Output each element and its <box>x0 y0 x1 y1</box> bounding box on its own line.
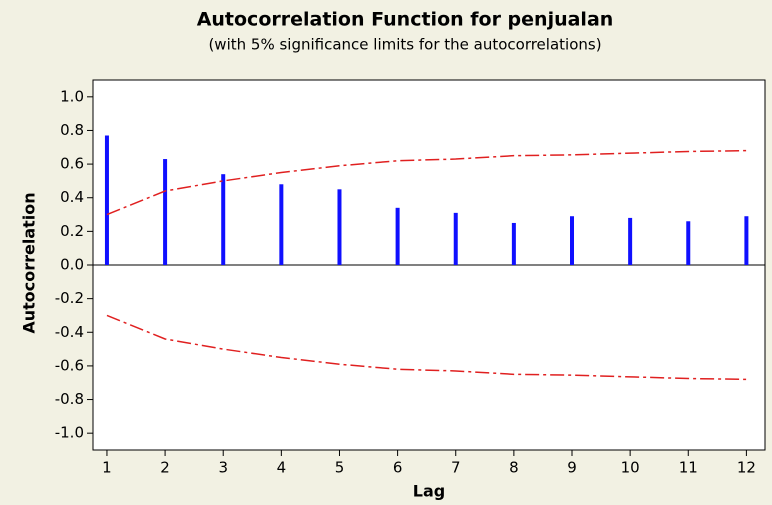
y-tick-label: -0.8 <box>55 390 84 408</box>
x-tick-label: 4 <box>277 459 287 477</box>
acf-bar <box>279 184 284 265</box>
x-tick-label: 11 <box>679 459 698 477</box>
acf-bar <box>395 207 400 265</box>
x-tick-label: 10 <box>621 459 640 477</box>
x-tick-label: 3 <box>218 459 228 477</box>
y-tick-label: -1.0 <box>55 424 84 442</box>
acf-bar <box>570 216 575 265</box>
acf-bar <box>221 174 226 265</box>
y-tick-label: 0.6 <box>60 155 84 173</box>
x-tick-label: 8 <box>509 459 519 477</box>
significance-limit <box>106 314 747 381</box>
y-tick-label: -0.2 <box>55 289 84 307</box>
x-tick-label: 12 <box>737 459 756 477</box>
y-tick-label: -0.6 <box>55 356 84 374</box>
acf-bar <box>686 221 691 265</box>
y-tick-label: 1.0 <box>60 87 84 105</box>
chart-title: Autocorrelation Function for penjualan <box>197 9 614 31</box>
x-tick-label: 7 <box>451 459 461 477</box>
acf-bar <box>453 212 458 265</box>
acf-bar <box>628 217 633 265</box>
x-tick-label: 5 <box>335 459 345 477</box>
x-tick-label: 1 <box>102 459 112 477</box>
chart-subtitle: (with 5% significance limits for the aut… <box>208 36 601 54</box>
acf-bar <box>744 216 749 265</box>
acf-bar <box>511 222 516 265</box>
x-tick-label: 2 <box>160 459 170 477</box>
y-tick-label: 0.4 <box>60 188 84 206</box>
y-tick-label: 0.2 <box>60 222 84 240</box>
x-tick-label: 6 <box>393 459 403 477</box>
y-tick-label: 0.8 <box>60 121 84 139</box>
acf-bar <box>104 135 109 265</box>
significance-limit <box>106 149 747 216</box>
y-tick-label: -0.4 <box>55 323 84 341</box>
y-axis-label: Autocorrelation <box>20 192 39 333</box>
x-tick-label: 9 <box>567 459 577 477</box>
y-tick-label: 0.0 <box>60 256 84 274</box>
acf-bar <box>337 189 342 265</box>
acf-bar <box>163 159 168 265</box>
x-axis-label: Lag <box>413 482 445 501</box>
